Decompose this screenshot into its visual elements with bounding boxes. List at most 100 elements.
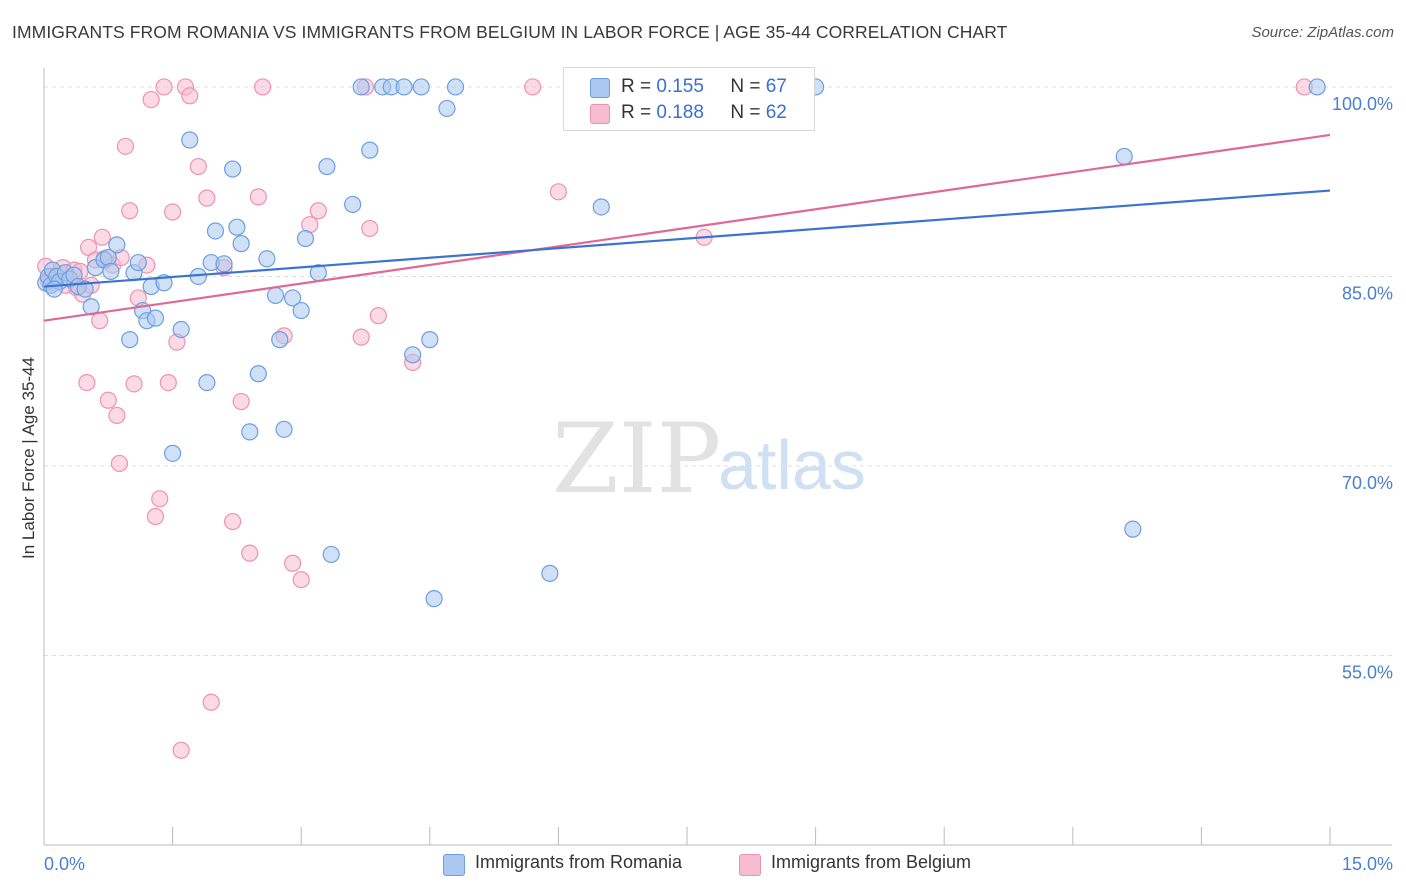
romania-legend-swatch (443, 854, 465, 876)
romania-point (224, 160, 242, 178)
romania-point (1124, 520, 1142, 538)
belgium-point (151, 490, 169, 508)
belgium-point (116, 137, 135, 155)
romania-point (404, 346, 422, 364)
romania-point (258, 250, 276, 268)
x-tick-labels: 0.0% 15.0% (44, 854, 1393, 874)
y-tick-label: 100.0% (1332, 94, 1393, 114)
romania-swatch (590, 78, 610, 98)
x-tick-label: 0.0% (44, 854, 85, 874)
romania-points (37, 78, 1326, 608)
belgium-point (93, 228, 111, 246)
romania-point (395, 78, 413, 96)
romania-point (228, 218, 246, 236)
belgium-points (37, 78, 1313, 759)
romania-legend-label: Immigrants from Romania (475, 852, 683, 872)
watermark: ZIP atlas (552, 403, 866, 515)
x-tick-label: 15.0% (1342, 854, 1393, 874)
romania-point (108, 236, 126, 254)
belgium-legend-swatch (739, 854, 761, 876)
romania-point (284, 289, 302, 307)
y-tick-label: 85.0% (1342, 283, 1393, 303)
belgium-point (361, 219, 379, 238)
romania-point (421, 331, 439, 349)
belgium-point (232, 392, 250, 411)
romania-point (146, 309, 165, 327)
romania-point (318, 157, 336, 176)
romania-point (241, 423, 259, 441)
romania-point (121, 331, 139, 349)
belgium-trend-line (43, 133, 1331, 322)
belgium-point (284, 554, 302, 572)
romania-point (198, 373, 216, 392)
belgium-point (108, 406, 126, 425)
romania-point (1308, 78, 1326, 96)
belgium-legend-label: Immigrants from Belgium (771, 852, 972, 872)
belgium-point (189, 157, 207, 176)
y-axis-label: In Labor Force | Age 35-44 (19, 357, 38, 559)
stats-legend: R = 0.155 N = 67 R = 0.188 N = 62 (563, 67, 815, 131)
romania-point (172, 320, 190, 339)
romania-point (76, 280, 94, 298)
romania-point (266, 286, 285, 305)
belgium-point (292, 571, 310, 589)
romania-point (412, 78, 430, 96)
romania-point (206, 222, 225, 240)
romania-point (1115, 147, 1133, 166)
romania-point (541, 564, 559, 582)
romania-point (215, 255, 233, 273)
belgium-point (125, 375, 143, 393)
romania-r-value: 0.155 (656, 76, 704, 97)
romania-point (438, 99, 456, 118)
romania-point (296, 229, 315, 248)
romania-point (322, 545, 340, 564)
romania-n-value: 67 (765, 76, 787, 97)
romania-point (344, 195, 362, 214)
y-tick-labels: 100.0% 85.0% 70.0% 55.0% (1332, 94, 1393, 683)
belgium-point (78, 373, 96, 392)
romania-point (275, 420, 293, 438)
chart-title: IMMIGRANTS FROM ROMANIA VS IMMIGRANTS FR… (12, 22, 1008, 42)
belgium-point (352, 328, 370, 346)
grid-lines (44, 86, 1392, 656)
romania-point (361, 141, 379, 159)
belgium-point (309, 202, 327, 220)
y-tick-label: 55.0% (1342, 662, 1393, 682)
belgium-point (249, 188, 267, 206)
belgium-point (121, 202, 139, 220)
belgium-point (198, 189, 216, 207)
belgium-point (164, 203, 182, 221)
romania-point (249, 365, 267, 383)
romania-point (129, 253, 147, 272)
romania-point (102, 262, 120, 281)
belgium-point (99, 391, 117, 409)
romania-point (425, 590, 443, 608)
belgium-point (142, 90, 160, 109)
source-credit: Source: ZipAtlas.com (1251, 24, 1394, 41)
romania-n-label: N = (730, 76, 761, 97)
romania-point (352, 78, 370, 96)
belgium-r-label: R = (621, 102, 652, 123)
belgium-point (524, 78, 542, 96)
belgium-point (159, 373, 177, 392)
belgium-n-value: 62 (765, 102, 787, 123)
belgium-swatch (590, 104, 610, 124)
romania-point (181, 131, 199, 149)
romania-point (592, 198, 610, 216)
belgium-point (241, 544, 259, 562)
belgium-point (369, 307, 387, 325)
trend-lines (43, 133, 1331, 322)
belgium-point (172, 741, 190, 759)
romania-point (446, 78, 465, 96)
belgium-r-value: 0.188 (656, 102, 704, 123)
belgium-point (91, 312, 109, 330)
belgium-point (202, 693, 220, 711)
romania-point (164, 444, 182, 462)
watermark-atlas: atlas (718, 426, 866, 504)
belgium-n-label: N = (730, 102, 761, 123)
belgium-point (181, 87, 199, 105)
romania-point (271, 331, 289, 349)
belgium-point (549, 183, 568, 201)
belgium-point (224, 512, 242, 531)
